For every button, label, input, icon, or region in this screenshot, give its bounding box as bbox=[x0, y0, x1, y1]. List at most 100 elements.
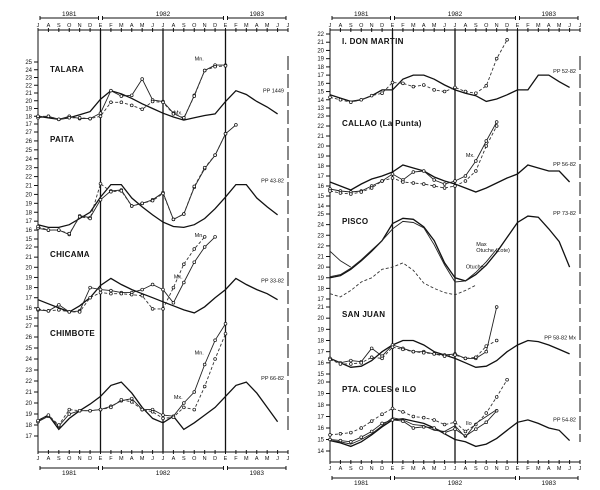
y-tick-label: 21 bbox=[317, 134, 324, 140]
y-tick-label: 18 bbox=[25, 114, 32, 120]
data-point-marker bbox=[463, 179, 468, 183]
month-tick-label: M bbox=[140, 456, 145, 462]
month-tick-label: D bbox=[505, 466, 509, 472]
data-point-marker bbox=[202, 165, 207, 170]
data-point-marker bbox=[36, 307, 40, 311]
month-tick-label: D bbox=[213, 23, 217, 29]
data-point-marker bbox=[98, 287, 103, 292]
month-tick-label: J bbox=[443, 466, 446, 472]
data-point-marker bbox=[182, 116, 186, 120]
data-point-marker bbox=[192, 260, 197, 264]
year-label: 1982 bbox=[448, 11, 463, 18]
series-line-normal bbox=[329, 418, 571, 448]
month-tick-label: J bbox=[287, 456, 290, 462]
station-title: CHICAMA bbox=[50, 250, 90, 259]
month-tick-label: J bbox=[568, 23, 571, 29]
data-point-marker bbox=[422, 415, 426, 420]
series-line-normal bbox=[329, 339, 570, 368]
month-tick-label: N bbox=[370, 23, 374, 29]
month-tick-label: F bbox=[109, 456, 113, 462]
data-point-marker bbox=[202, 68, 207, 73]
data-point-marker bbox=[359, 426, 364, 430]
month-tick-label: J bbox=[329, 23, 332, 29]
y-tick-label: 15 bbox=[317, 438, 324, 444]
month-tick-label: J bbox=[151, 456, 154, 462]
data-point-marker bbox=[171, 285, 176, 290]
y-tick-label: 23 bbox=[317, 114, 324, 120]
series-line-otuche-lote- bbox=[329, 262, 477, 298]
y-tick-label: 27 bbox=[25, 324, 32, 330]
data-point-marker bbox=[442, 182, 447, 186]
data-point-marker bbox=[432, 178, 436, 182]
data-point-marker bbox=[390, 406, 395, 411]
y-tick-label: 17 bbox=[317, 73, 324, 79]
data-point-marker bbox=[369, 429, 374, 434]
data-point-marker bbox=[119, 291, 124, 296]
month-tick-label: A bbox=[172, 23, 176, 29]
y-tick-label: 21 bbox=[317, 40, 324, 46]
data-point-marker bbox=[422, 169, 426, 173]
month-tick-label: A bbox=[130, 23, 134, 29]
data-point-marker bbox=[359, 98, 364, 102]
y-tick-label: 19 bbox=[25, 107, 32, 113]
normal-period-label: PP 54-82 bbox=[553, 417, 576, 423]
y-tick-label: 15 bbox=[317, 372, 324, 378]
month-tick-label: D bbox=[213, 456, 217, 462]
month-tick-label: S bbox=[57, 456, 61, 462]
data-point-marker bbox=[380, 356, 384, 361]
data-point-marker bbox=[109, 288, 113, 293]
data-point-marker bbox=[223, 64, 228, 68]
month-tick-label: S bbox=[349, 466, 353, 472]
month-tick-label: N bbox=[495, 466, 499, 472]
month-tick-label: J bbox=[568, 466, 571, 472]
y-tick-label: 13 bbox=[317, 106, 324, 112]
data-point-marker bbox=[202, 235, 207, 239]
month-tick-label: J bbox=[443, 23, 446, 29]
data-point-marker bbox=[140, 107, 144, 112]
data-point-marker bbox=[411, 170, 416, 174]
year-label: 1983 bbox=[250, 470, 265, 477]
month-tick-label: A bbox=[422, 23, 426, 29]
y-tick-label: 20 bbox=[317, 144, 324, 150]
data-point-marker bbox=[484, 144, 489, 148]
data-point-marker bbox=[192, 94, 197, 98]
data-point-marker bbox=[182, 405, 186, 410]
data-point-marker bbox=[349, 358, 353, 363]
month-tick-label: E bbox=[99, 23, 103, 29]
data-point-marker bbox=[140, 77, 144, 81]
data-point-marker bbox=[140, 407, 144, 412]
month-tick-label: M bbox=[265, 23, 270, 29]
y-tick-label: 19 bbox=[317, 392, 324, 398]
normal-period-label: PP 33-82 bbox=[261, 279, 284, 285]
data-point-marker bbox=[484, 84, 489, 88]
data-point-marker bbox=[422, 351, 426, 355]
y-tick-label: 20 bbox=[25, 265, 32, 271]
year-label: 1983 bbox=[542, 11, 557, 18]
month-tick-label: O bbox=[359, 466, 364, 472]
station-title: PTA. COLES e ILO bbox=[342, 385, 416, 394]
month-tick-label: O bbox=[192, 456, 197, 462]
month-tick-label: J bbox=[151, 23, 154, 29]
series-annotation: Mn. bbox=[195, 233, 205, 239]
data-point-marker bbox=[46, 309, 51, 313]
month-tick-label: A bbox=[172, 456, 176, 462]
series-annotation: Mn. bbox=[195, 351, 205, 357]
data-point-marker bbox=[130, 103, 134, 108]
y-tick-label: 22 bbox=[25, 175, 32, 181]
data-point-marker bbox=[130, 292, 134, 297]
data-point-marker bbox=[202, 245, 207, 249]
month-tick-label: O bbox=[359, 23, 364, 29]
y-axis: 15 16 17 18 19 20 21 22 23 24 25 26 27 bbox=[25, 130, 38, 243]
data-point-marker bbox=[505, 38, 509, 42]
y-tick-label: 23 bbox=[25, 76, 32, 82]
data-point-marker bbox=[67, 310, 71, 314]
data-point-marker bbox=[57, 303, 61, 307]
data-point-marker bbox=[213, 64, 217, 69]
station-panel-chimbote: 17 18 19 20 21 22 23 24 25 26 27 CHIMBOTE PP 66-82 Mx… bbox=[25, 322, 284, 440]
month-tick-label: A bbox=[547, 23, 551, 29]
data-point-marker bbox=[213, 338, 217, 343]
data-point-marker bbox=[453, 353, 457, 357]
year-label: 1981 bbox=[354, 480, 369, 487]
y-tick-label: 17 bbox=[317, 350, 324, 356]
month-tick-label: J bbox=[579, 23, 582, 29]
